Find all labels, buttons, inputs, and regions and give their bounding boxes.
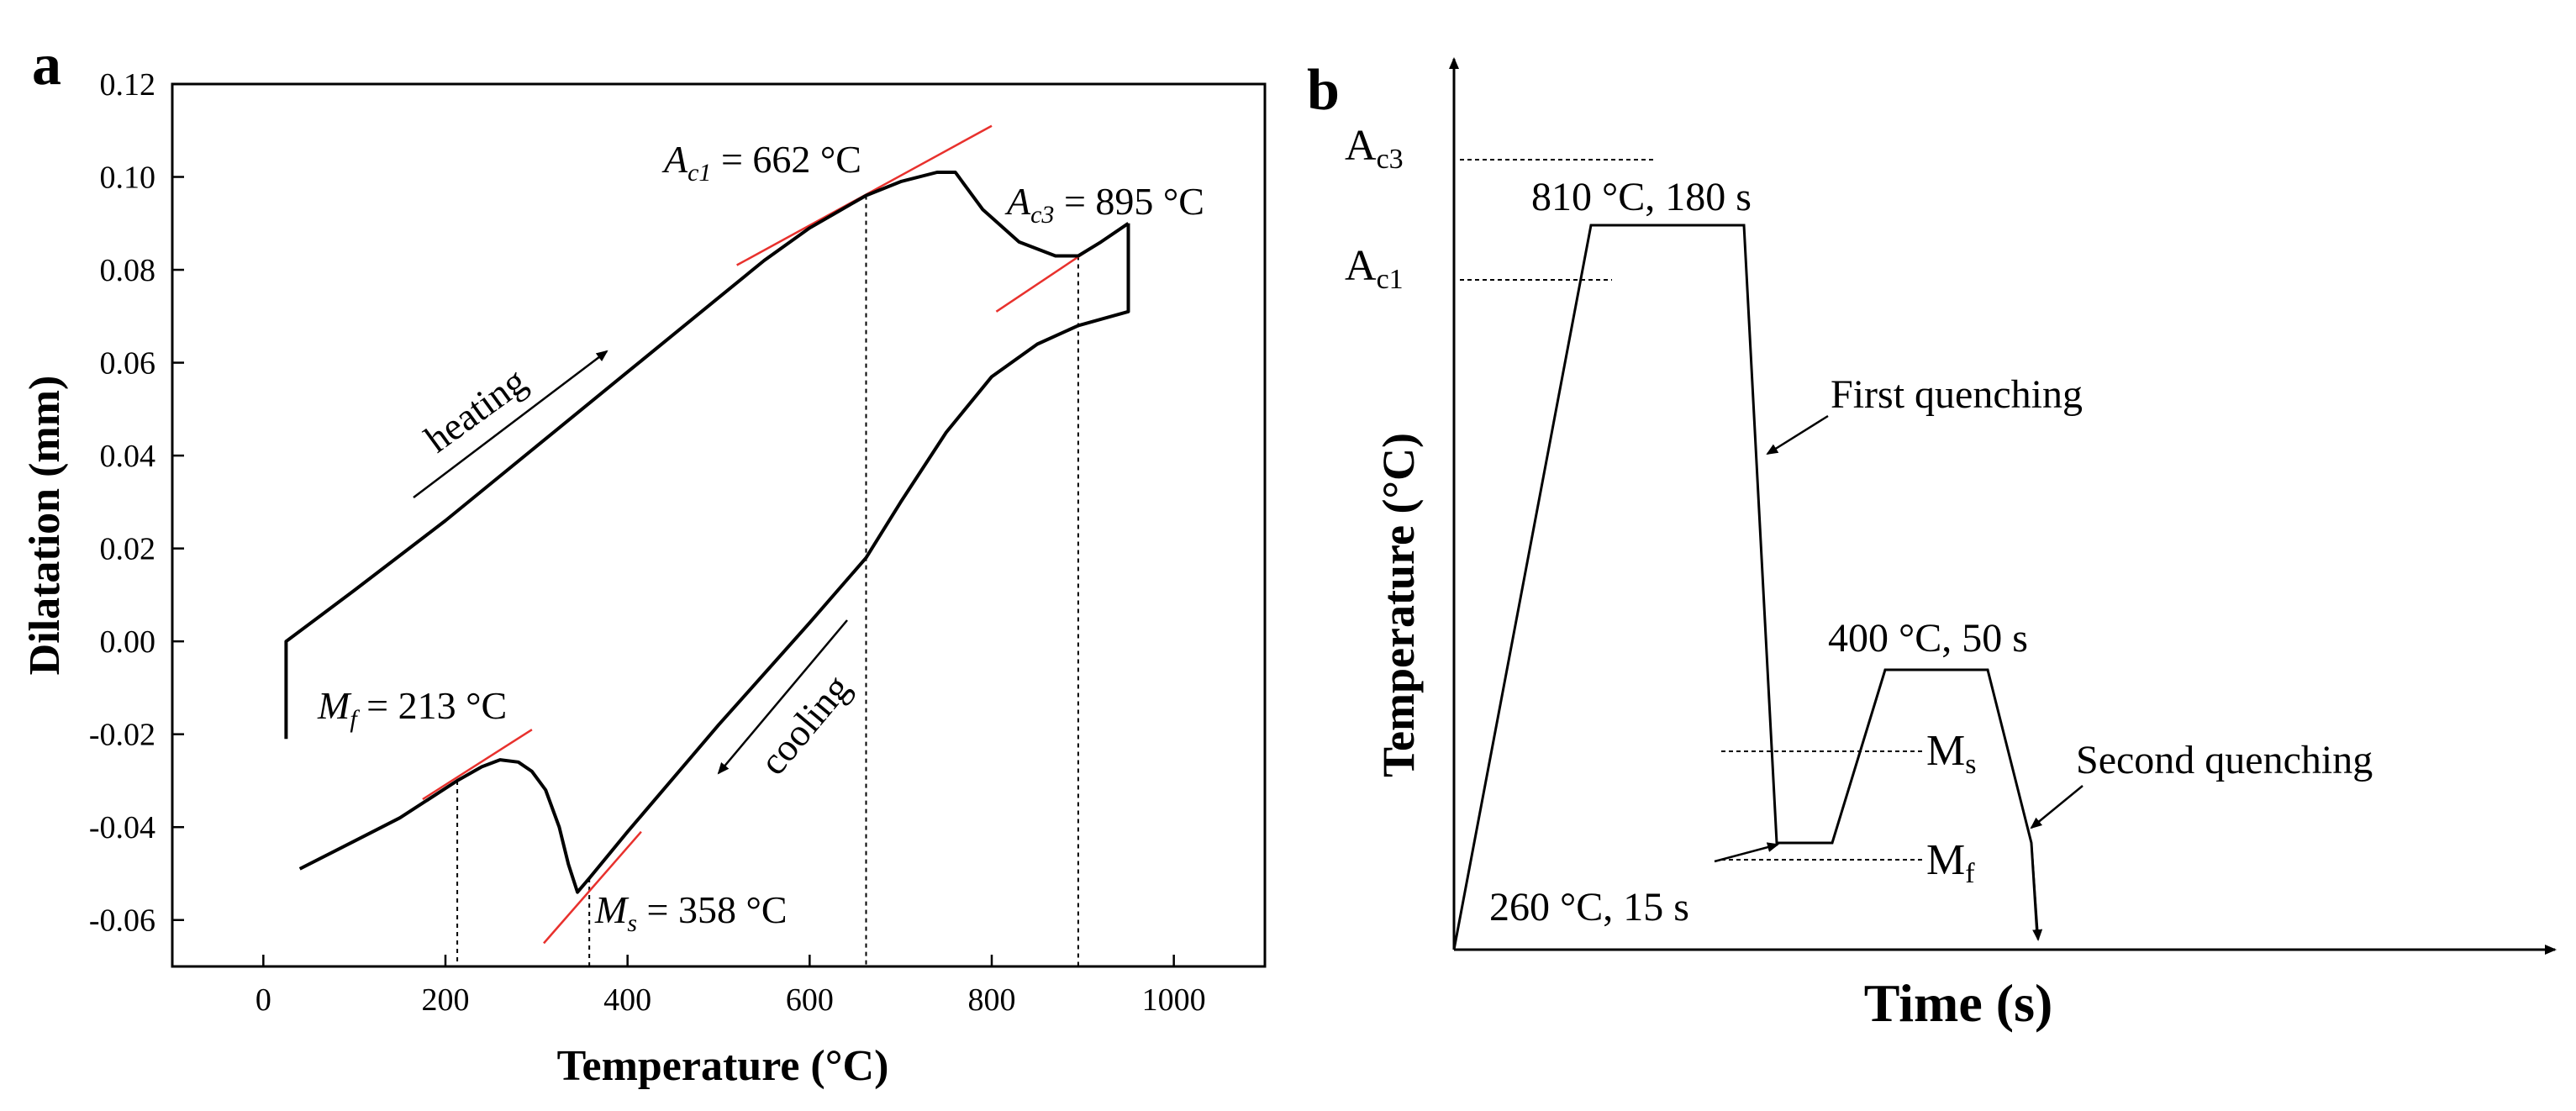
second-quench-label: Second quenching: [2076, 738, 2373, 782]
mf-level-label: Mf: [1926, 836, 1975, 889]
y-tick-label: -0.06: [89, 903, 155, 939]
x-tick-label: 600: [786, 982, 834, 1018]
x-tick-label: 0: [255, 982, 271, 1018]
x-tick-label: 200: [422, 982, 470, 1018]
y-tick-label: -0.02: [89, 718, 155, 753]
ms-level-label: Ms: [1926, 727, 1976, 780]
ac3-level-subscript: c3: [1377, 144, 1404, 175]
tangent-line: [422, 729, 533, 801]
ac1-subscript: c1: [687, 159, 711, 187]
ac3-level-label: Ac3: [1345, 122, 1404, 175]
x-tick-label: 1000: [1142, 982, 1206, 1018]
ac3-level-symbol: A: [1345, 122, 1377, 170]
panel-b-label: b: [1307, 58, 1340, 123]
ac1-value: = 662 °C: [711, 138, 861, 181]
panel-a-guide-lines: [456, 195, 1079, 966]
ac1-level-symbol: A: [1345, 242, 1377, 290]
cooling-arrow: [717, 619, 848, 775]
quench-hold-arrow: [1714, 842, 1779, 863]
y-tick-label: 0.12: [100, 67, 156, 103]
tangent-line: [543, 830, 642, 945]
heat-treatment-schedule-line: [1452, 224, 2039, 950]
y-tick-label: -0.04: [89, 810, 155, 845]
heating-arrow: [413, 350, 608, 498]
x-tick-label: 400: [603, 982, 651, 1018]
cooling-curve: [298, 223, 1130, 894]
quench-hold-label: 260 °C, 15 s: [1489, 885, 1689, 929]
ms-symbol: M: [594, 888, 630, 931]
ac3-subscript: c3: [1030, 201, 1054, 229]
ac1-level-subscript: c1: [1377, 264, 1404, 295]
ms-value: = 358 °C: [637, 888, 788, 931]
y-tick-label: 0.04: [100, 439, 156, 474]
panel-a-y-ticks: -0.06 -0.04 -0.02 0.00 0.02 0.04 0.06 0.08 0.10 0…: [89, 67, 184, 939]
panel-a-x-axis-title: Temperature (°C): [557, 1042, 889, 1090]
x-tick-label: 800: [968, 982, 1016, 1018]
ac3-value: = 895 °C: [1054, 180, 1204, 223]
heating-curve: [284, 171, 1130, 740]
mf-level-symbol: M: [1926, 836, 1965, 884]
panel-b-y-axis-title: Temperature (°C): [1373, 433, 1424, 777]
ac1-level-label: Ac1: [1345, 242, 1404, 295]
ms-annotation: Ms = 358 °C: [594, 888, 788, 937]
panel-a-plot-frame: [171, 82, 1267, 968]
ms-level-subscript: s: [1965, 749, 1976, 780]
panel-a-x-ticks: 0 200 400 600 800 1000: [255, 955, 1206, 1018]
panel-a-y-axis-title: Dilatation (mm): [21, 376, 69, 676]
panel-b: b Time (s) Temperature (°C) Ac3 Ac1 Ms M…: [1307, 57, 2557, 1033]
y-tick-label: 0.02: [100, 532, 156, 567]
first-quench-label: First quenching: [1831, 372, 2083, 417]
cooling-label: cooling: [751, 666, 859, 782]
ac1-annotation: Ac1 = 662 °C: [661, 138, 861, 187]
panel-a: a -0.06 -0.04 -0.02 0.00 0.02 0.04 0.06 0.08 0.1…: [21, 33, 1267, 1090]
ms-subscript: s: [627, 909, 637, 937]
y-tick-label: 0.10: [100, 161, 156, 196]
partition-label: 400 °C, 50 s: [1828, 616, 2028, 661]
ac3-symbol: A: [1004, 180, 1031, 223]
y-tick-label: 0.08: [100, 253, 156, 288]
ac3-annotation: Ac3 = 895 °C: [1004, 180, 1204, 229]
mf-symbol: M: [317, 684, 352, 727]
mf-annotation: Mf = 213 °C: [317, 684, 507, 733]
y-tick-label: 0.00: [100, 624, 156, 660]
final-cooling-arrow: [2030, 842, 2043, 941]
mf-level-subscript: f: [1965, 858, 1975, 889]
y-tick-label: 0.06: [100, 346, 156, 382]
first-quench-arrow: [1766, 414, 1829, 455]
panel-a-label: a: [32, 33, 61, 97]
panel-a-tangent-lines: [422, 124, 1130, 945]
panel-a-series: [284, 171, 1130, 894]
ac1-symbol: A: [661, 138, 688, 181]
ms-level-symbol: M: [1926, 727, 1965, 775]
panel-b-x-axis-title: Time (s): [1864, 973, 2053, 1033]
heating-label: heating: [417, 359, 535, 461]
austenitize-label: 810 °C, 180 s: [1531, 175, 1752, 219]
mf-value: = 213 °C: [357, 684, 508, 727]
second-quench-arrow: [2030, 785, 2083, 829]
